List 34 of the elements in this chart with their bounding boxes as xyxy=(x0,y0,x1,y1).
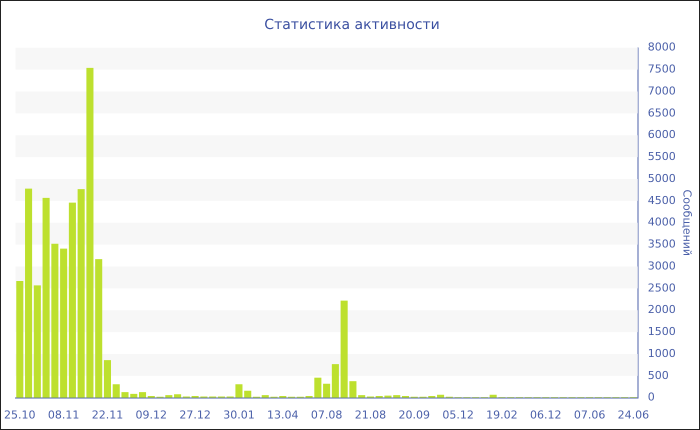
x-tick-label: 08.11 xyxy=(48,408,80,422)
y-tick-label: 1500 xyxy=(648,325,676,338)
x-tick-label: 30.01 xyxy=(223,408,255,422)
y-tick-label: 3000 xyxy=(648,259,676,272)
y-tick-label: 1000 xyxy=(648,346,676,360)
x-tick-label: 05.12 xyxy=(442,408,474,422)
x-tick-label: 20.09 xyxy=(398,408,430,422)
y-tick-label: 5000 xyxy=(648,172,676,185)
x-tick-label: 27.12 xyxy=(179,408,211,422)
y-tick-label: 2000 xyxy=(648,303,676,316)
y-tick-label: 3500 xyxy=(648,238,676,251)
x-tick-label: 19.02 xyxy=(486,408,518,422)
x-tick-label: 07.06 xyxy=(574,408,606,422)
x-tick-label: 13.04 xyxy=(267,408,299,422)
y-axis-title: Сообщений xyxy=(680,190,694,256)
x-tick-label: 21.08 xyxy=(354,408,386,422)
x-tick-label: 25.10 xyxy=(4,408,36,422)
y-tick-label: 0 xyxy=(648,390,655,404)
y-tick-label: 4000 xyxy=(648,216,676,229)
y-tick-label: 7500 xyxy=(648,62,676,76)
y-tick-label: 2500 xyxy=(648,281,676,294)
x-tick-label: 06.12 xyxy=(530,408,562,422)
x-tick-label: 24.06 xyxy=(618,408,650,422)
y-tick-label: 6000 xyxy=(648,128,676,142)
x-tick-label: 09.12 xyxy=(136,408,168,422)
x-tick-label: 22.11 xyxy=(92,408,124,422)
y-tick-label: 7000 xyxy=(648,84,676,98)
y-tick-label: 500 xyxy=(648,368,669,382)
y-tick-label: 4500 xyxy=(648,194,676,207)
chart-title: Статистика активности xyxy=(264,17,440,34)
y-tick-label: 5500 xyxy=(648,150,676,164)
y-tick-label: 8000 xyxy=(648,40,676,54)
x-tick-label: 07.08 xyxy=(310,408,342,422)
y-tick-label: 6500 xyxy=(648,106,676,120)
